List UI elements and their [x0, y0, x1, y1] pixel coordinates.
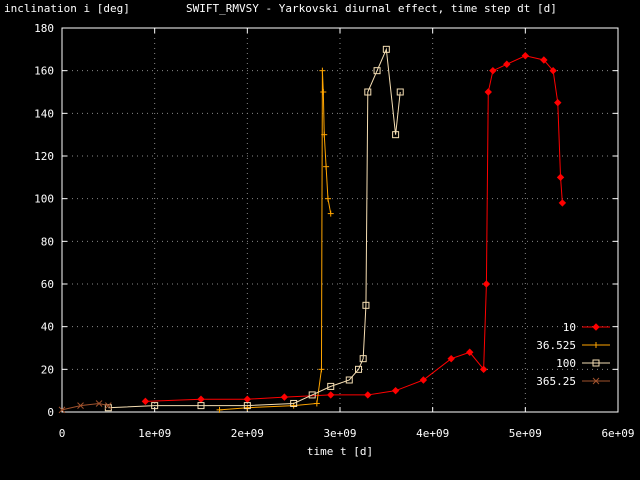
series-0 — [141, 52, 567, 406]
data-point — [327, 382, 335, 390]
data-point — [104, 404, 112, 412]
y-tick-label: 0 — [47, 406, 54, 419]
data-point — [290, 399, 298, 407]
data-point — [489, 66, 497, 75]
x-tick-label: 1e+09 — [138, 427, 171, 440]
data-point — [391, 386, 400, 395]
legend-item: 10 — [563, 321, 610, 334]
chart-ylabel: inclination i [deg] — [4, 2, 130, 15]
data-point — [503, 60, 511, 68]
y-tick-label: 180 — [34, 22, 54, 35]
data-point — [556, 173, 565, 182]
legend-label: 36.525 — [536, 339, 576, 352]
data-point — [364, 391, 372, 399]
y-tick-label: 60 — [41, 278, 54, 291]
chart-title: SWIFT_RMVSY - Yarkovski diurnal effect, … — [186, 2, 557, 15]
legend-marker — [592, 359, 600, 367]
data-point — [308, 391, 316, 399]
data-point — [549, 66, 557, 75]
tick-labels: 0 1e+09 2e+09 3e+09 4e+09 5e+09 6e+09 0 20 40 60 80… — [34, 22, 634, 440]
series-line — [108, 47, 401, 409]
data-point — [345, 376, 353, 384]
x-tick-label: 6e+09 — [601, 427, 634, 440]
data-point — [104, 402, 112, 409]
data-point — [243, 402, 251, 410]
y-tick-label: 100 — [34, 193, 54, 206]
data-point — [319, 67, 326, 74]
data-point — [373, 67, 381, 75]
data-point — [327, 391, 335, 399]
legend-label: 365.25 — [536, 375, 576, 388]
data-point — [419, 376, 428, 384]
y-tick-label: 120 — [34, 150, 54, 163]
data-point — [324, 195, 331, 202]
chart-xlabel: time t [d] — [307, 445, 373, 458]
data-point — [396, 88, 404, 96]
data-point — [216, 406, 223, 413]
legend-marker — [592, 377, 600, 385]
legend-marker — [592, 323, 600, 331]
data-point — [540, 56, 548, 64]
data-point — [95, 400, 103, 407]
data-point — [484, 88, 492, 96]
data-point — [77, 402, 84, 409]
legend-label: 100 — [556, 357, 576, 370]
data-point — [323, 163, 330, 170]
data-point — [447, 354, 455, 363]
data-point — [321, 131, 328, 138]
legend-item: 100 — [556, 357, 610, 370]
x-tick-label: 2e+09 — [231, 427, 264, 440]
data-point — [362, 301, 370, 309]
data-point — [141, 397, 150, 406]
y-tick-label: 20 — [41, 363, 54, 376]
series-2 — [104, 45, 404, 412]
data-point — [318, 366, 325, 373]
data-point — [521, 52, 530, 60]
data-point — [320, 89, 327, 95]
data-point — [392, 131, 400, 139]
x-tick-label: 0 — [59, 427, 66, 440]
data-point — [466, 348, 474, 356]
y-tick-label: 40 — [41, 321, 54, 334]
data-point — [554, 98, 562, 107]
legend-marker — [593, 342, 599, 348]
data-point — [197, 402, 205, 410]
data-point — [327, 210, 334, 217]
legend: 10 36.525 100 365.25 — [536, 321, 610, 388]
y-tick-label: 160 — [34, 65, 54, 78]
series-layer — [58, 45, 567, 414]
y-tick-label: 80 — [41, 235, 54, 248]
data-point — [382, 45, 390, 53]
grid — [62, 28, 618, 412]
x-tick-label: 4e+09 — [416, 427, 449, 440]
data-point — [364, 88, 372, 96]
legend-item: 36.525 — [536, 339, 610, 352]
data-point — [479, 365, 488, 374]
axes — [61, 27, 619, 413]
data-point — [313, 400, 320, 407]
y-tick-label: 140 — [34, 107, 54, 120]
data-point — [558, 199, 567, 207]
series-3 — [58, 400, 112, 414]
data-point — [151, 402, 159, 410]
x-tick-label: 3e+09 — [323, 427, 356, 440]
series-line — [61, 402, 109, 411]
data-point — [359, 355, 367, 363]
data-point — [355, 365, 363, 373]
x-tick-label: 5e+09 — [509, 427, 542, 440]
legend-label: 10 — [563, 321, 576, 334]
data-point — [58, 406, 66, 414]
data-point — [482, 280, 491, 288]
data-point — [280, 393, 289, 401]
legend-item: 365.25 — [536, 375, 610, 388]
